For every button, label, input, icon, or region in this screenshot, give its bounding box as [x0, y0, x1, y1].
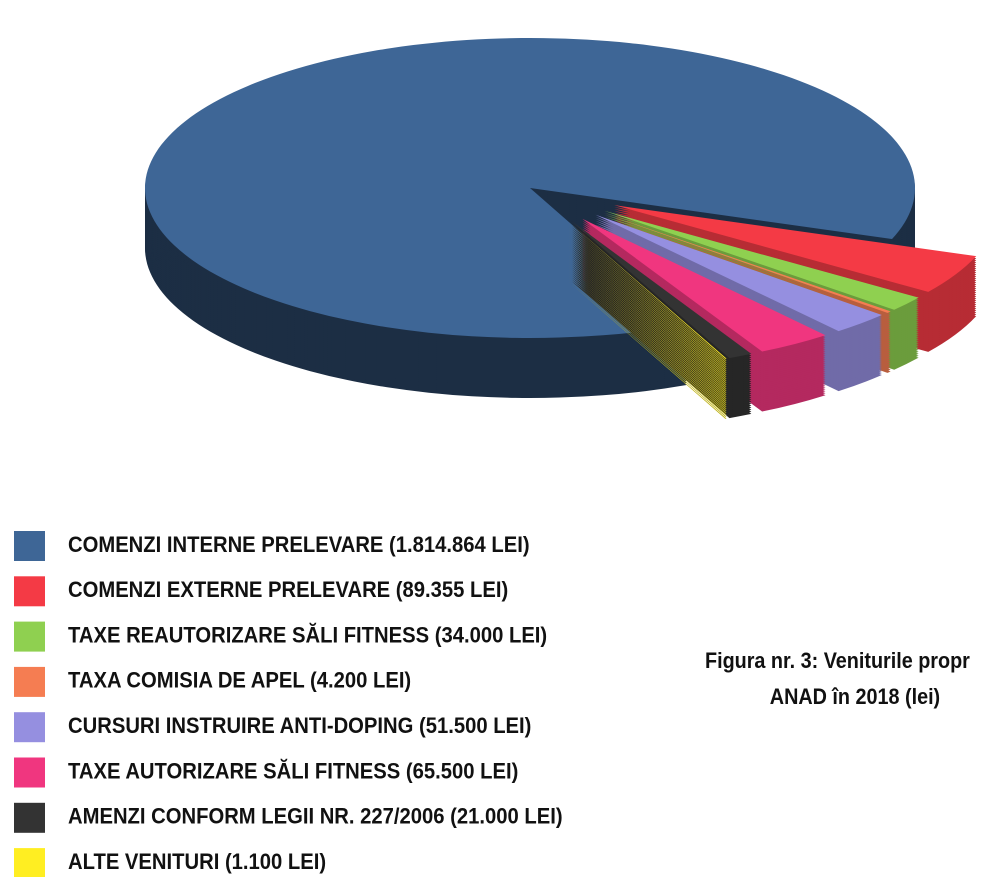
slice-side [568, 265, 727, 403]
legend-entry: ALTE VENITURI (1.100 LEI) [68, 850, 326, 874]
legend-label: COMENZI EXTERNE PRELEVARE (89.355 LEI) [68, 578, 508, 602]
legend-label: AMENZI CONFORM LEGII NR. 227/2006 (21.00… [68, 805, 563, 829]
caption-line: ANAD în 2018 (lei) [770, 685, 940, 709]
slice-side [568, 267, 727, 405]
slice-side [568, 257, 727, 395]
legend-swatch [14, 802, 45, 833]
slice-side [568, 255, 727, 393]
caption: Figura nr. 3: Veniturile propr ANAD în 2… [705, 649, 970, 709]
slice-side [568, 233, 727, 371]
legend-label: COMENZI INTERNE PRELEVARE (1.814.864 LEI… [68, 533, 530, 557]
legend-entry: TAXA COMISIA DE APEL (4.200 LEI) [68, 669, 411, 693]
slice-side [568, 259, 727, 397]
slice-side [568, 225, 727, 363]
caption-line: Figura nr. 3: Veniturile propr [705, 649, 970, 673]
slice-side [568, 273, 727, 411]
pie [144, 38, 977, 419]
slice-side [568, 279, 727, 417]
slice-side [568, 235, 727, 373]
legend-label: TAXA COMISIA DE APEL (4.200 LEI) [68, 669, 411, 693]
slice-side [601, 216, 891, 317]
slice-side [568, 263, 727, 401]
slice-side [568, 281, 727, 419]
slice [571, 221, 752, 359]
legend-label: TAXE AUTORIZARE SĂLI FITNESS (65.500 LEI… [68, 760, 518, 784]
slice-side [568, 241, 727, 379]
legend-swatch [14, 848, 45, 877]
slice-side [568, 239, 727, 377]
legend-entry: TAXE REAUTORIZARE SĂLI FITNESS (34.000 L… [68, 624, 547, 648]
legend-swatch [14, 666, 45, 697]
slice-side [568, 231, 727, 369]
legend-label: TAXE REAUTORIZARE SĂLI FITNESS (34.000 L… [68, 624, 547, 648]
slice-side [568, 251, 727, 389]
slice [568, 221, 727, 359]
legend-entry: TAXE AUTORIZARE SĂLI FITNESS (65.500 LEI… [68, 760, 518, 784]
legend-swatch [14, 576, 45, 607]
slice-side [568, 271, 727, 409]
slice [582, 218, 826, 352]
legend: COMENZI INTERNE PRELEVARE (1.814.864 LEI… [14, 531, 563, 877]
legend-entry: COMENZI INTERNE PRELEVARE (1.814.864 LEI… [68, 533, 530, 557]
slice-side [568, 237, 727, 375]
slice-side [601, 214, 891, 315]
slice-side [568, 223, 727, 361]
slice-side [568, 269, 727, 407]
legend-swatch [14, 621, 45, 652]
slice-side [568, 249, 727, 387]
legend-swatch [14, 712, 45, 743]
slice-side [568, 275, 727, 413]
slice [604, 210, 919, 310]
slice-side [568, 261, 727, 399]
legend-swatch [14, 531, 45, 561]
legend-entry: COMENZI EXTERNE PRELEVARE (89.355 LEI) [68, 578, 508, 602]
slice-side [568, 229, 727, 367]
slice [601, 212, 891, 313]
slice-side [568, 227, 727, 365]
legend-entry: CURSURI INSTRUIRE ANTI-DOPING (51.500 LE… [68, 714, 531, 738]
slice-side [568, 243, 727, 381]
slice-side [568, 247, 727, 385]
slice [595, 214, 882, 332]
slice-side [568, 253, 727, 391]
legend-swatch [14, 757, 45, 788]
slice-side [568, 277, 727, 415]
legend-label: CURSURI INSTRUIRE ANTI-DOPING (51.500 LE… [68, 714, 531, 738]
legend-entry: AMENZI CONFORM LEGII NR. 227/2006 (21.00… [68, 805, 563, 829]
legend-label: ALTE VENITURI (1.100 LEI) [68, 850, 326, 874]
slice-side [568, 245, 727, 383]
slice [614, 205, 977, 292]
slice [144, 38, 916, 339]
